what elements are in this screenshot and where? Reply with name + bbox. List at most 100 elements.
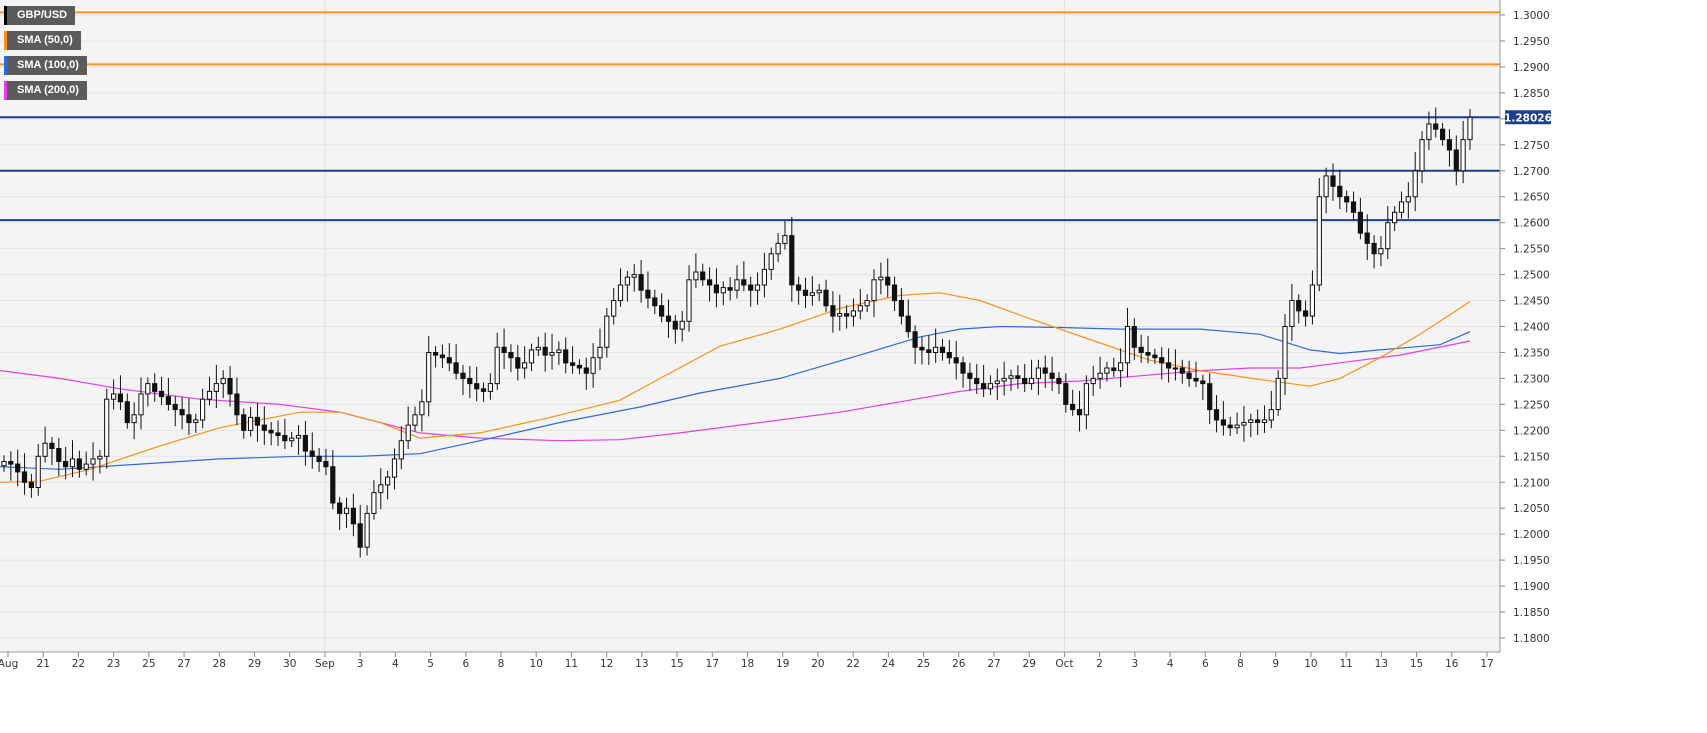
candle-up xyxy=(1234,424,1240,429)
y-tick-label: 1.2050 xyxy=(1513,503,1550,515)
candle-down xyxy=(1145,352,1151,356)
candle-up xyxy=(1097,372,1103,379)
candle-up xyxy=(220,377,226,385)
legend-sma-200[interactable]: SMA (200,0) xyxy=(4,81,87,100)
candle-up xyxy=(200,398,206,421)
candle-up xyxy=(994,380,1000,385)
candle-down xyxy=(967,372,973,379)
candle-up xyxy=(617,284,624,302)
x-tick-label: 3 xyxy=(1132,658,1139,670)
x-tick-label: 22 xyxy=(846,658,859,670)
x-tick-label: 29 xyxy=(1023,658,1036,670)
candle-up xyxy=(42,442,48,457)
candle-up xyxy=(391,458,398,478)
candle-up xyxy=(590,357,596,374)
candle-down xyxy=(316,455,322,462)
candle-up xyxy=(611,300,617,317)
x-tick-label: Sep xyxy=(315,658,335,670)
candle-up xyxy=(385,476,391,486)
candle-up xyxy=(90,458,96,465)
candle-down xyxy=(946,352,952,359)
candle-up xyxy=(1104,367,1110,374)
candle-up xyxy=(624,276,630,286)
candle-down xyxy=(1213,409,1220,421)
x-tick-label: 4 xyxy=(392,658,399,670)
candle-down xyxy=(1049,372,1055,379)
x-tick-label: 9 xyxy=(1272,658,1279,670)
candle-down xyxy=(433,352,439,356)
y-tick-label: 1.2200 xyxy=(1513,425,1550,437)
candle-down xyxy=(1350,201,1357,213)
candle-down xyxy=(652,297,658,307)
candle-up xyxy=(1309,284,1316,317)
candle-up xyxy=(248,416,254,431)
candle-down xyxy=(1152,354,1158,359)
candle-down xyxy=(439,354,445,359)
x-tick-label: 23 xyxy=(107,658,120,670)
candle-up xyxy=(138,393,144,416)
y-tick-label: 1.1950 xyxy=(1513,555,1550,567)
x-tick-label: Aug xyxy=(0,658,18,670)
candle-up xyxy=(754,284,761,291)
candle-down xyxy=(1070,403,1076,411)
y-tick-label: 1.2100 xyxy=(1513,477,1550,489)
x-tick-label: 21 xyxy=(37,658,50,670)
candle-down xyxy=(891,284,898,302)
candle-down xyxy=(1303,310,1309,317)
x-tick-label: 11 xyxy=(565,658,578,670)
x-tick-label: 5 xyxy=(427,658,434,670)
candle-up xyxy=(679,320,685,330)
candle-down xyxy=(515,357,521,369)
last-price-label: 1.28026 xyxy=(1504,112,1552,124)
candle-up xyxy=(857,305,863,312)
x-tick-label: 27 xyxy=(177,658,190,670)
candle-down xyxy=(152,383,158,392)
candle-down xyxy=(28,481,34,488)
candle-up xyxy=(426,352,432,403)
candle-down xyxy=(802,289,809,296)
last-price-marker xyxy=(1505,110,1551,125)
candle-up xyxy=(1289,300,1295,327)
candle-down xyxy=(1131,326,1137,348)
candle-up xyxy=(405,424,411,442)
candle-up xyxy=(1172,367,1179,370)
candle-up xyxy=(1385,222,1391,250)
candle-up xyxy=(1282,326,1288,379)
candle-up xyxy=(1316,196,1322,286)
y-tick-label: 1.2000 xyxy=(1513,529,1550,541)
candle-down xyxy=(912,331,918,348)
candle-up xyxy=(878,276,884,281)
candle-down xyxy=(474,383,480,390)
candle-up xyxy=(597,346,603,359)
candle-up xyxy=(364,512,370,548)
candle-up xyxy=(1392,211,1398,224)
candle-up xyxy=(131,414,137,424)
horizontal-levels xyxy=(0,11,1500,222)
y-tick-label: 1.3000 xyxy=(1513,10,1550,22)
candle-down xyxy=(563,349,569,364)
candle-up xyxy=(295,435,302,439)
y-tick-label: 1.2450 xyxy=(1513,296,1550,308)
candle-down xyxy=(49,442,55,449)
x-tick-label: 3 xyxy=(357,658,364,670)
candle-up xyxy=(487,383,493,392)
legend-sma-100[interactable]: SMA (100,0) xyxy=(4,56,87,75)
candle-up xyxy=(1008,375,1014,379)
y-tick-label: 1.2900 xyxy=(1513,62,1550,74)
candle-up xyxy=(1412,170,1418,198)
x-tick-label: 25 xyxy=(917,658,930,670)
candle-down xyxy=(453,362,459,374)
legend-gbpusd[interactable]: GBP/USD xyxy=(4,6,76,25)
legend-sma-50[interactable]: SMA (50,0) xyxy=(4,31,81,50)
candle-down xyxy=(330,466,336,504)
candle-down xyxy=(789,235,795,286)
x-tick-label: 17 xyxy=(706,658,719,670)
candle-up xyxy=(83,463,89,470)
y-tick-label: 1.1850 xyxy=(1513,607,1550,619)
candle-down xyxy=(309,450,315,457)
candle-down xyxy=(672,320,678,330)
candle-up xyxy=(111,393,117,400)
y-tick-label: 1.2700 xyxy=(1513,166,1550,178)
candle-up xyxy=(1248,419,1254,423)
